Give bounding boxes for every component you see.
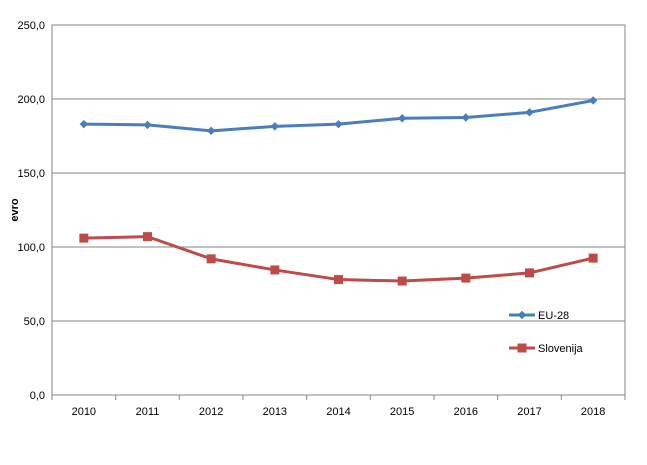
x-tick-label: 2010 [72,406,96,418]
legend-label: EU-28 [538,310,569,322]
x-tick-label: 2018 [581,406,605,418]
y-tick-label: 150,0 [17,168,45,180]
legend-item: Slovenija [509,343,584,355]
x-tick-label: 2012 [199,406,223,418]
y-tick-label: 100,0 [17,242,45,254]
legend-label: Slovenija [538,343,584,355]
diamond-marker [206,126,216,136]
square-marker [461,273,471,283]
legend: EU-28 Slovenija [509,310,584,355]
diamond-marker [525,108,534,117]
y-tick-label: 50,0 [24,316,45,328]
square-marker [517,343,527,353]
series-eu-28 [79,96,598,136]
x-tick-label: 2014 [326,406,350,418]
square-marker [143,232,152,242]
y-tick-label: 250,0 [17,20,45,32]
x-tick-label: 2017 [517,406,541,418]
square-marker [588,253,598,263]
x-tick-label: 2013 [263,406,287,418]
square-marker [397,276,407,286]
x-axis: 2010 2011 2012 2013 2014 2015 2016 2017 2018 [51,394,626,418]
square-marker [525,268,534,278]
diamond-marker [588,96,598,105]
y-axis-title: evro [9,198,21,222]
square-marker [79,233,89,243]
diamond-marker [334,119,343,129]
square-marker [270,265,280,275]
y-tick-label: 200,0 [17,94,45,106]
grid-lines [51,24,626,396]
x-tick-label: 2015 [390,406,414,418]
legend-item: EU-28 [509,310,569,322]
x-tick-label: 2011 [136,406,160,418]
diamond-marker [79,119,89,129]
x-tick-label: 2016 [454,406,478,418]
diamond-marker [461,113,471,122]
series-layer [79,96,598,286]
y-tick-label: 0,0 [30,390,45,402]
diamond-marker [517,310,527,320]
diamond-marker [143,120,152,130]
series-slovenija [79,232,598,286]
square-marker [206,254,216,264]
diamond-marker [270,122,280,131]
y-axis-tick-labels: 0,0 50,0 100,0 150,0 200,0 250,0 [17,20,45,402]
diamond-marker [397,114,407,123]
square-marker [334,275,343,285]
